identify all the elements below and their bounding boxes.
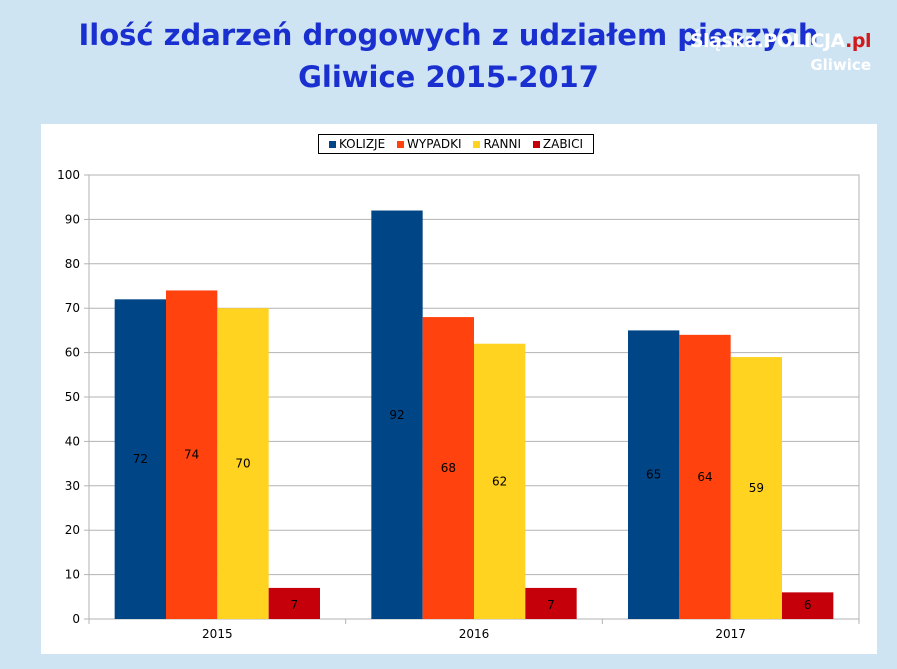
bar-wypadki-2017 (679, 334, 731, 619)
bar-zabici-2017 (782, 592, 834, 619)
bar-zabici-2016 (525, 587, 577, 619)
legend-item-ranni: RANNI (473, 137, 521, 151)
legend-label: WYPADKI (407, 137, 462, 151)
data-label: 70 (235, 457, 250, 471)
bar-chart: 0 10 20 30 40 50 60 70 80 90 100 2015 72 74 70 7 2016 92 6… (57, 168, 860, 641)
chart-title: Ilość zdarzeń drogowych z udziałem piesz… (0, 14, 897, 98)
y-tick-label: 0 (72, 612, 80, 626)
data-label: 64 (697, 470, 712, 484)
bar-ranni-2016 (474, 343, 526, 619)
bar-kolizje-2016 (371, 210, 423, 619)
y-tick-label: 100 (57, 168, 80, 182)
logo-main: Śląska.POLICJA.pl (689, 30, 872, 52)
police-logo: Śląska.POLICJA.pl Gliwice (689, 30, 872, 74)
data-label: 72 (133, 452, 148, 466)
legend-label: ZABICI (542, 137, 584, 151)
legend-swatch (532, 140, 540, 148)
logo-sub: Gliwice (810, 56, 871, 74)
data-label: 59 (749, 481, 764, 495)
bar-ranni-2015 (217, 308, 269, 619)
bar-wypadki-2016 (422, 317, 474, 619)
y-tick-label: 10 (65, 568, 80, 582)
data-label: 7 (547, 598, 555, 612)
legend-label: RANNI (483, 137, 522, 151)
y-tick-label: 30 (65, 479, 80, 493)
data-label: 7 (291, 598, 299, 612)
legend-label: KOLIZJE (338, 137, 386, 151)
y-tick-label: 80 (65, 257, 80, 271)
data-label: 62 (492, 474, 507, 488)
data-label: 6 (804, 598, 812, 612)
y-tick-label: 60 (65, 346, 80, 360)
title-line-1: Ilość zdarzeń drogowych z udziałem piesz… (78, 18, 819, 52)
title-line-2: Gliwice 2015-2017 (298, 60, 599, 94)
y-tick-label: 40 (65, 434, 80, 448)
y-tick-label: 90 (65, 212, 80, 226)
data-label: 74 (184, 448, 199, 462)
logo-main-text: Śląska.POLICJA (689, 30, 846, 52)
legend-swatch (328, 140, 336, 148)
legend-swatch (473, 140, 481, 148)
legend-item-kolizje: KOLIZJE (328, 137, 386, 151)
legend-item-wypadki: WYPADKI (397, 137, 462, 151)
bar-zabici-2015 (268, 587, 320, 619)
x-tick-label: 2015 (202, 627, 233, 641)
y-tick-label: 50 (65, 390, 80, 404)
legend-item-zabici: ZABICI (532, 137, 584, 151)
bar-ranni-2017 (730, 357, 782, 619)
chart-panel: 0 10 20 30 40 50 60 70 80 90 100 2015 72 74 70 7 2016 92 6… (41, 124, 877, 654)
data-label: 65 (646, 468, 661, 482)
legend-swatch (397, 140, 405, 148)
y-tick-label: 20 (65, 523, 80, 537)
bar-kolizje-2015 (114, 299, 166, 619)
x-tick-label: 2016 (459, 627, 490, 641)
data-label: 92 (389, 408, 404, 422)
data-label: 68 (441, 461, 456, 475)
bar-kolizje-2017 (628, 330, 680, 619)
chart-legend: KOLIZJE WYPADKI RANNI ZABICI (318, 134, 594, 154)
bar-wypadki-2015 (166, 290, 218, 619)
logo-suffix: .pl (845, 30, 871, 52)
y-tick-label: 70 (65, 301, 80, 315)
x-tick-label: 2017 (715, 627, 746, 641)
